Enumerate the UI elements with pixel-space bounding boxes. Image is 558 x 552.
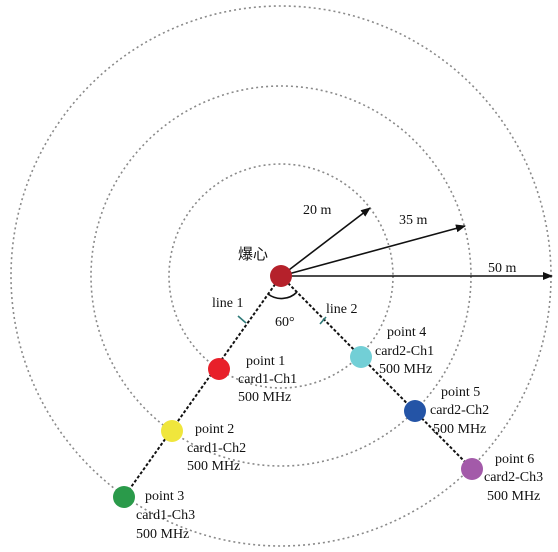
point-6: point 6 card2-Ch3 500 MHz	[461, 452, 543, 504]
point-4-marker	[350, 346, 372, 368]
blast-center-label: 爆心	[238, 245, 268, 263]
point-3-marker	[113, 486, 135, 508]
point-5-frequency: 500 MHz	[433, 422, 486, 437]
point-3-frequency: 500 MHz	[136, 527, 189, 542]
point-2-marker	[161, 420, 183, 442]
point-3-name: point 3	[145, 489, 184, 504]
point-4: point 4 card2-Ch1 500 MHz	[350, 325, 434, 377]
line-2	[280, 275, 473, 470]
point-2: point 2 card1-Ch2 500 MHz	[161, 420, 246, 474]
line-2-label: line 2	[326, 302, 358, 317]
point-5-name: point 5	[441, 385, 480, 400]
point-4-frequency: 500 MHz	[379, 362, 432, 377]
line-2-leader	[319, 316, 327, 325]
angle-arc	[267, 291, 298, 300]
point-1-marker	[208, 358, 230, 380]
point-2-name: point 2	[195, 422, 234, 437]
point-6-marker	[461, 458, 483, 480]
point-2-channel: card1-Ch2	[187, 441, 246, 456]
ring-label-35m: 35 m	[399, 213, 428, 228]
point-1-channel: card1-Ch1	[238, 372, 297, 387]
ring-label-50m: 50 m	[488, 261, 517, 276]
radius-arrow-35m	[280, 224, 466, 277]
line-1-label: line 1	[212, 296, 244, 311]
angle-label: 60°	[275, 315, 295, 330]
point-1: point 1 card1-Ch1 500 MHz	[208, 354, 297, 405]
point-3: point 3 card1-Ch3 500 MHz	[113, 486, 195, 542]
measurement-lines	[123, 275, 473, 498]
line-1-leader	[237, 315, 247, 324]
point-2-frequency: 500 MHz	[187, 459, 240, 474]
point-5-channel: card2-Ch2	[430, 403, 489, 418]
point-4-name: point 4	[387, 325, 426, 340]
point-4-channel: card2-Ch1	[375, 344, 434, 359]
point-5-marker	[404, 400, 426, 422]
point-6-frequency: 500 MHz	[487, 489, 540, 504]
point-5: point 5 card2-Ch2 500 MHz	[404, 385, 489, 437]
line-1	[123, 275, 282, 498]
point-6-name: point 6	[495, 452, 534, 467]
point-1-frequency: 500 MHz	[238, 390, 291, 405]
point-6-channel: card2-Ch3	[484, 470, 543, 485]
ring-label-20m: 20 m	[303, 203, 332, 218]
blast-center-dot	[270, 265, 292, 287]
point-3-channel: card1-Ch3	[136, 508, 195, 523]
point-1-name: point 1	[246, 354, 285, 369]
radius-arrows	[280, 207, 553, 280]
radius-arrow-20m	[280, 207, 371, 277]
